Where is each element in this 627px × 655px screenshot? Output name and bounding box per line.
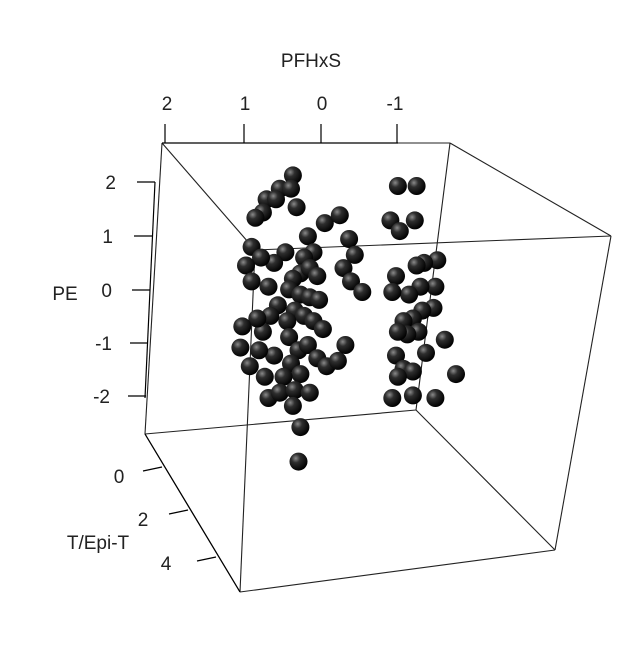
data-point-92: [405, 211, 424, 230]
data-point-8: [298, 227, 317, 246]
data-point-51: [274, 367, 293, 386]
data-point-47: [328, 351, 347, 370]
data-points: [231, 166, 465, 471]
data-point-7: [246, 208, 265, 227]
data-point-12: [345, 245, 364, 264]
data-point-80: [435, 330, 454, 349]
pe-axis: 2 1 0 -1 -2 PE: [52, 173, 156, 408]
t-epi-t-axis-title: T/Epi-T: [67, 533, 130, 554]
data-point-94: [390, 222, 409, 241]
data-point-22: [237, 256, 255, 275]
data-point-55: [270, 383, 289, 402]
t-epi-t-tick-2: [196, 556, 217, 562]
bounding-box: [144, 142, 612, 593]
t-epi-t-tick-1: [168, 509, 189, 515]
pfhxs-tick-label-1: 1: [240, 94, 251, 115]
data-point-59: [250, 341, 269, 360]
data-point-44: [298, 336, 317, 354]
data-point-5: [287, 198, 306, 217]
data-point-9: [315, 214, 334, 233]
data-point-68: [387, 267, 405, 286]
data-point-72: [383, 283, 402, 301]
t-epi-t-tick-label-2: 4: [161, 554, 172, 575]
pe-tick-label-3: -1: [95, 334, 112, 355]
data-point-56: [285, 381, 304, 400]
data-point-79: [388, 322, 407, 341]
t-epi-t-tick-label-0: 0: [114, 467, 125, 488]
data-point-87: [403, 386, 422, 405]
t-epi-t-axis: 0 2 4 T/Epi-T: [67, 433, 241, 593]
data-point-88: [426, 389, 445, 407]
data-point-57: [300, 383, 319, 402]
data-point-71: [400, 285, 419, 304]
data-point-69: [426, 277, 445, 296]
data-point-82: [387, 346, 405, 365]
data-point-42: [280, 328, 299, 347]
pfhxs-axis: 2 1 0 -1 PFHxS: [162, 51, 404, 144]
data-point-10: [330, 206, 349, 225]
data-point-48: [336, 336, 355, 354]
pfhxs-tick-label-3: -1: [387, 94, 404, 115]
pe-tick-label-0: 2: [105, 173, 116, 194]
pfhxs-tick-label-0: 2: [162, 94, 173, 115]
data-point-63: [233, 317, 252, 336]
data-point-84: [403, 362, 422, 381]
data-point-61: [291, 418, 310, 437]
data-point-32: [310, 290, 329, 309]
data-point-58: [240, 357, 259, 376]
data-point-0: [283, 166, 302, 185]
data-point-50: [291, 365, 310, 384]
data-point-86: [447, 365, 465, 384]
pe-tick-label-1: 1: [102, 227, 113, 248]
data-point-91: [388, 177, 407, 195]
data-point-81: [417, 343, 435, 362]
data-point-62: [289, 452, 308, 471]
data-point-4: [267, 190, 285, 209]
data-point-52: [265, 346, 284, 365]
data-point-60: [283, 396, 302, 415]
t-epi-t-tick-0: [142, 466, 163, 472]
data-point-36: [313, 320, 332, 339]
data-point-2: [282, 179, 300, 198]
data-point-37: [278, 312, 297, 331]
data-point-90: [407, 177, 426, 195]
pfhxs-tick-label-2: 0: [317, 94, 328, 115]
data-point-18: [342, 272, 360, 291]
data-point-53: [255, 367, 274, 386]
data-point-85: [388, 367, 407, 386]
data-point-24: [259, 277, 278, 296]
data-point-17: [334, 259, 353, 278]
t-epi-t-axis-line: [144, 433, 241, 593]
data-point-27: [308, 267, 327, 286]
data-point-15: [276, 243, 295, 262]
data-point-23: [242, 272, 261, 291]
pe-axis-title: PE: [52, 284, 77, 305]
pe-tick-label-2: 0: [101, 281, 112, 302]
data-point-64: [231, 338, 250, 357]
data-point-21: [252, 248, 270, 267]
t-epi-t-tick-label-1: 2: [138, 510, 149, 531]
data-point-41: [248, 309, 267, 328]
data-point-11: [340, 230, 359, 248]
data-point-89: [383, 389, 402, 407]
data-point-19: [353, 283, 372, 301]
pfhxs-axis-title: PFHxS: [281, 51, 341, 72]
pe-tick-label-4: -2: [93, 387, 110, 408]
data-point-67: [407, 256, 426, 275]
